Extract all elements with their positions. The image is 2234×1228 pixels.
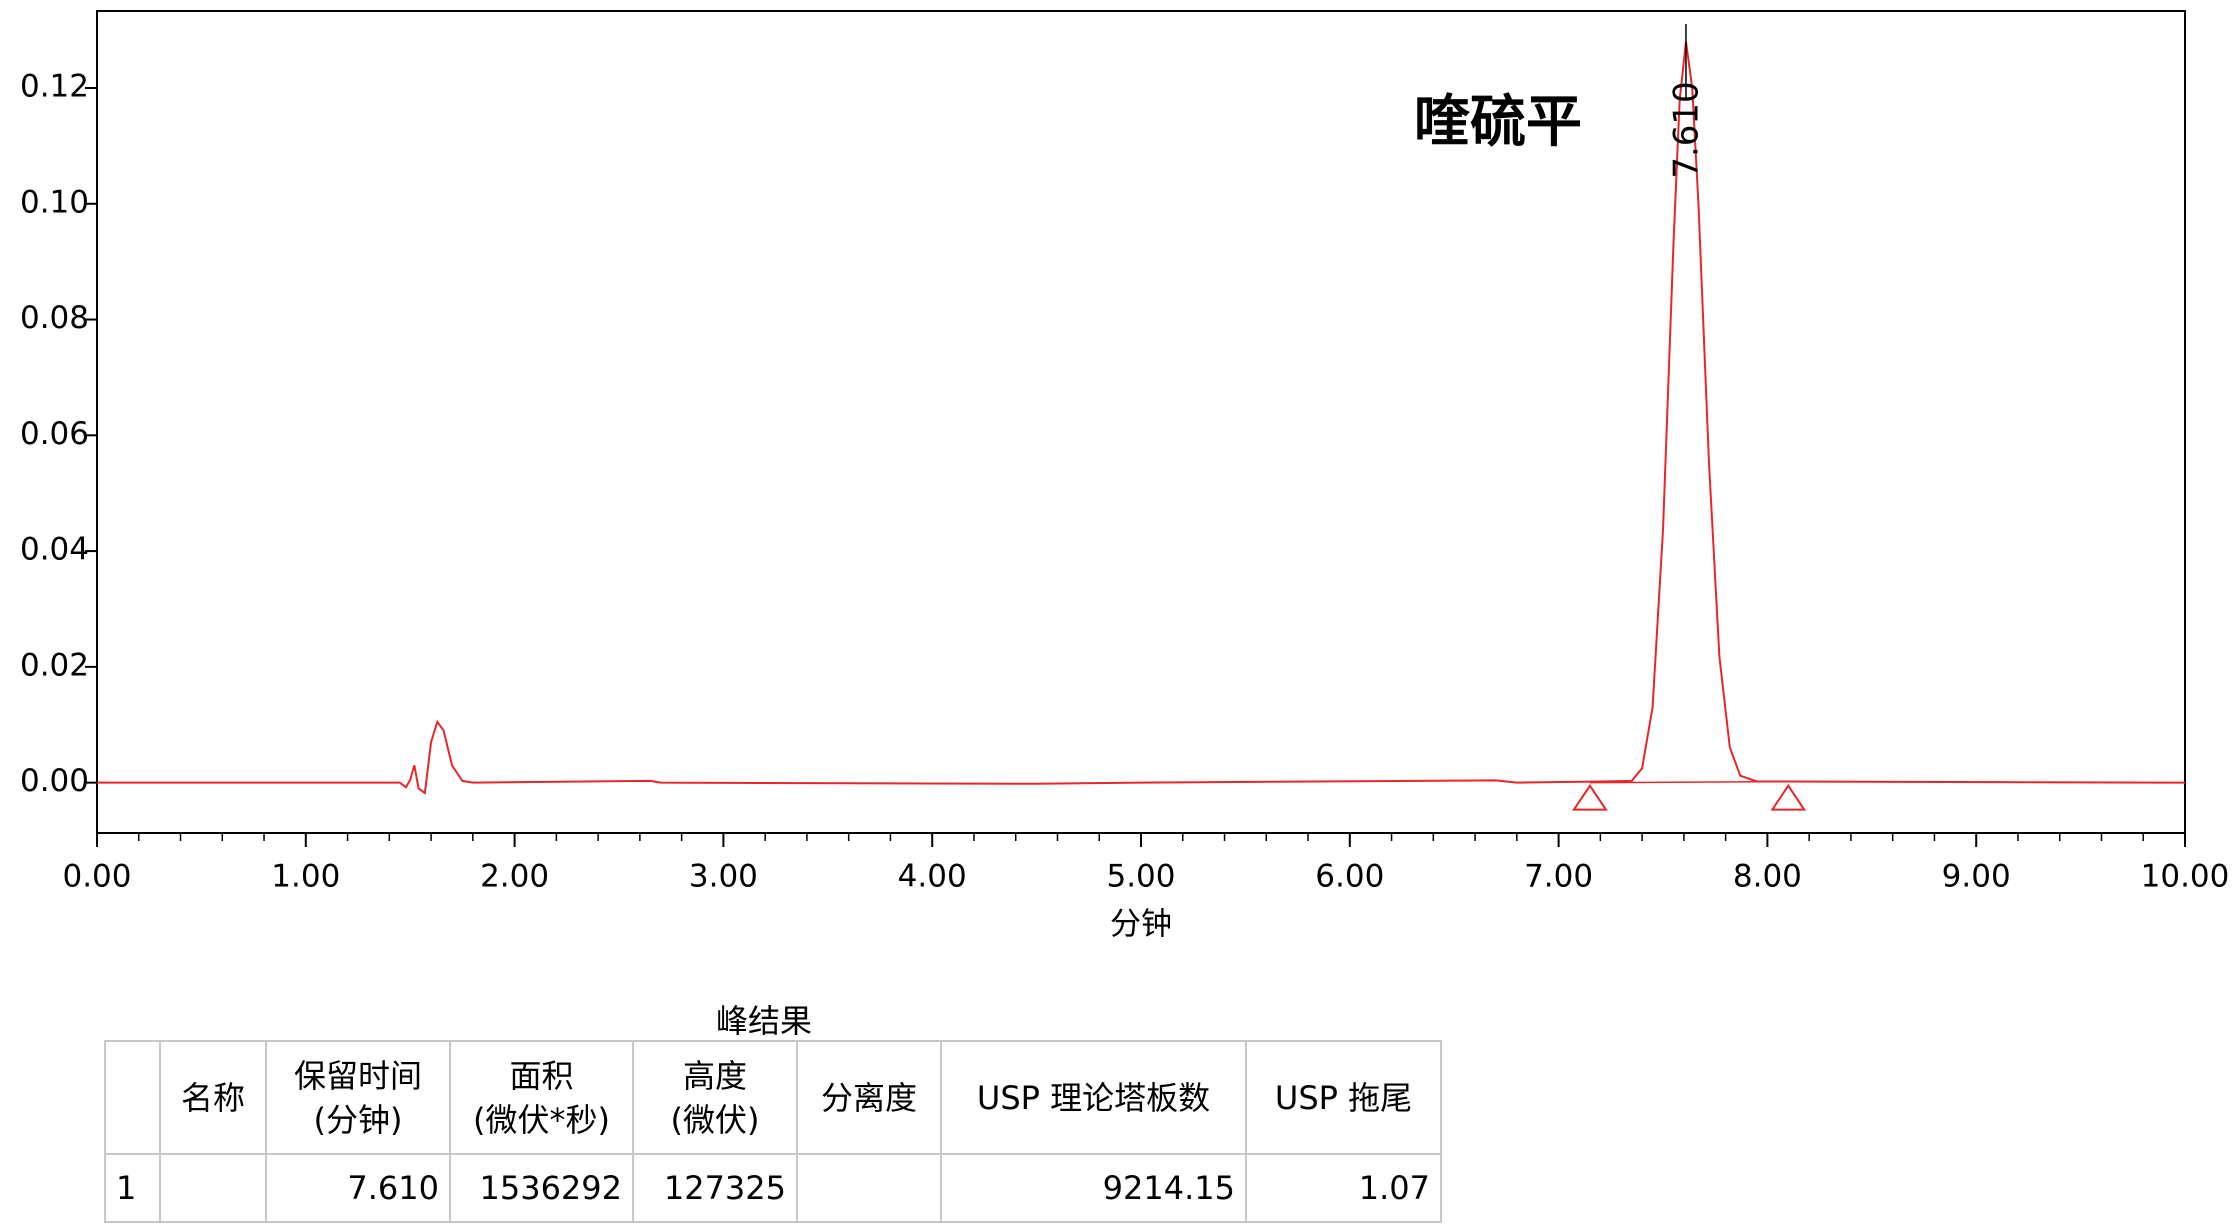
header-cell: 名称 (159, 1040, 267, 1155)
header-cell: USP 理论塔板数 (940, 1040, 1247, 1155)
x-tick-label: 1.00 (271, 859, 340, 895)
header-text: 保留时间 (293, 1056, 422, 1095)
integration-mark (1770, 783, 1807, 811)
header-text: 分离度 (820, 1078, 917, 1117)
table-title: 峰结果 (715, 1002, 812, 1040)
x-tick-label: 9.00 (1942, 859, 2011, 895)
y-tick-label: 0.04 (20, 532, 89, 568)
y-tick-label: 0.06 (20, 416, 89, 452)
y-tick-label: 0.12 (20, 68, 89, 104)
header-cell: 高度 (微伏) (632, 1040, 798, 1155)
y-tick-label: 0.02 (20, 647, 89, 683)
data-row: 1 7.610 1536292 127325 9214.15 1.07 (104, 1153, 1442, 1223)
x-tick-label: 7.00 (1524, 859, 1593, 895)
chromatogram-line (97, 41, 2186, 795)
x-tick-label: 8.00 (1733, 859, 1802, 895)
x-tick-label: 3.00 (689, 859, 758, 895)
x-tick-label: 10.00 (2141, 859, 2230, 895)
x-axis-label: 分钟 (1110, 907, 1172, 943)
header-cell: 分离度 (796, 1040, 942, 1155)
header-cell: USP 拖尾 (1245, 1040, 1442, 1155)
cell: 1536292 (449, 1153, 634, 1223)
cell: 127325 (632, 1153, 798, 1223)
cell (159, 1153, 267, 1223)
header-text: (微伏) (670, 1100, 760, 1139)
header-text: USP 理论塔板数 (976, 1078, 1211, 1117)
integration-mark (1572, 783, 1608, 811)
results-table: 名称 保留时间 (分钟) 面积 (微伏*秒) 高度 (微伏) 分离度 USP 理论塔板数 USP … (104, 1040, 1442, 1223)
cell (796, 1153, 942, 1223)
cell: 1.07 (1245, 1153, 1442, 1223)
header-row: 名称 保留时间 (分钟) 面积 (微伏*秒) 高度 (微伏) 分离度 USP 理论塔板数 USP … (104, 1040, 1442, 1155)
cell: 7.610 (265, 1153, 451, 1223)
header-cell: 保留时间 (分钟) (265, 1040, 451, 1155)
table-body: 名称 保留时间 (分钟) 面积 (微伏*秒) 高度 (微伏) 分离度 USP 理论塔板数 USP … (104, 1040, 1442, 1223)
cell: 9214.15 (940, 1153, 1247, 1223)
x-tick-label: 5.00 (1106, 859, 1175, 895)
header-cell: 面积 (微伏*秒) (449, 1040, 634, 1155)
cell: 1 (104, 1153, 161, 1223)
header-cell (104, 1040, 161, 1155)
peak-label: 7.610 (1666, 81, 1706, 178)
header-text: (分钟) (313, 1100, 403, 1139)
header-text: 高度 (682, 1056, 747, 1095)
plot-frame (96, 10, 2186, 834)
header-text: USP 拖尾 (1274, 1078, 1413, 1117)
x-tick-label: 0.00 (62, 859, 131, 895)
header-text: (微伏*秒) (473, 1100, 610, 1139)
compound-name: 喹硫平 (1414, 90, 1582, 155)
x-tick-label: 6.00 (1315, 859, 1384, 895)
x-tick-label: 2.00 (480, 859, 549, 895)
x-tick-label: 4.00 (898, 859, 967, 895)
header-text: 名称 (180, 1078, 245, 1117)
y-tick-label: 0.10 (20, 184, 89, 220)
y-tick-label: 0.08 (20, 300, 89, 336)
y-tick-label: 0.00 (20, 763, 89, 799)
chart: 0.00 0.02 0.04 0.06 0.08 0.10 0.12 0.00 1.00 2.00… (20, 10, 2230, 943)
header-text: 面积 (509, 1056, 574, 1095)
